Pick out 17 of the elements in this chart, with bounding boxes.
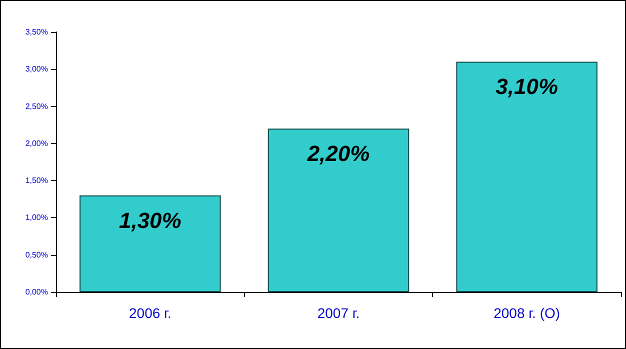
y-tick-label: 1,00% xyxy=(25,213,48,222)
y-tick-label: 2,50% xyxy=(25,102,48,111)
y-tick-label: 2,00% xyxy=(25,138,48,148)
y-tick-label: 1,50% xyxy=(25,176,48,186)
x-tick-label: 2006 г. xyxy=(129,305,172,321)
bar xyxy=(456,62,598,292)
data-label: 1,30% xyxy=(118,208,182,233)
y-tick-label: 0,00% xyxy=(25,288,48,296)
bar xyxy=(268,128,410,292)
data-label: 2,20% xyxy=(306,141,370,166)
y-tick-label: 0,50% xyxy=(25,250,48,260)
x-tick-label: 2007 г. xyxy=(317,305,360,321)
data-label: 3,10% xyxy=(496,74,558,100)
x-tick-label: 2008 г. (О) xyxy=(494,305,560,321)
y-tick-label: 3,00% xyxy=(25,64,48,74)
y-tick-label: 3,50% xyxy=(25,28,48,36)
bar xyxy=(80,195,221,292)
